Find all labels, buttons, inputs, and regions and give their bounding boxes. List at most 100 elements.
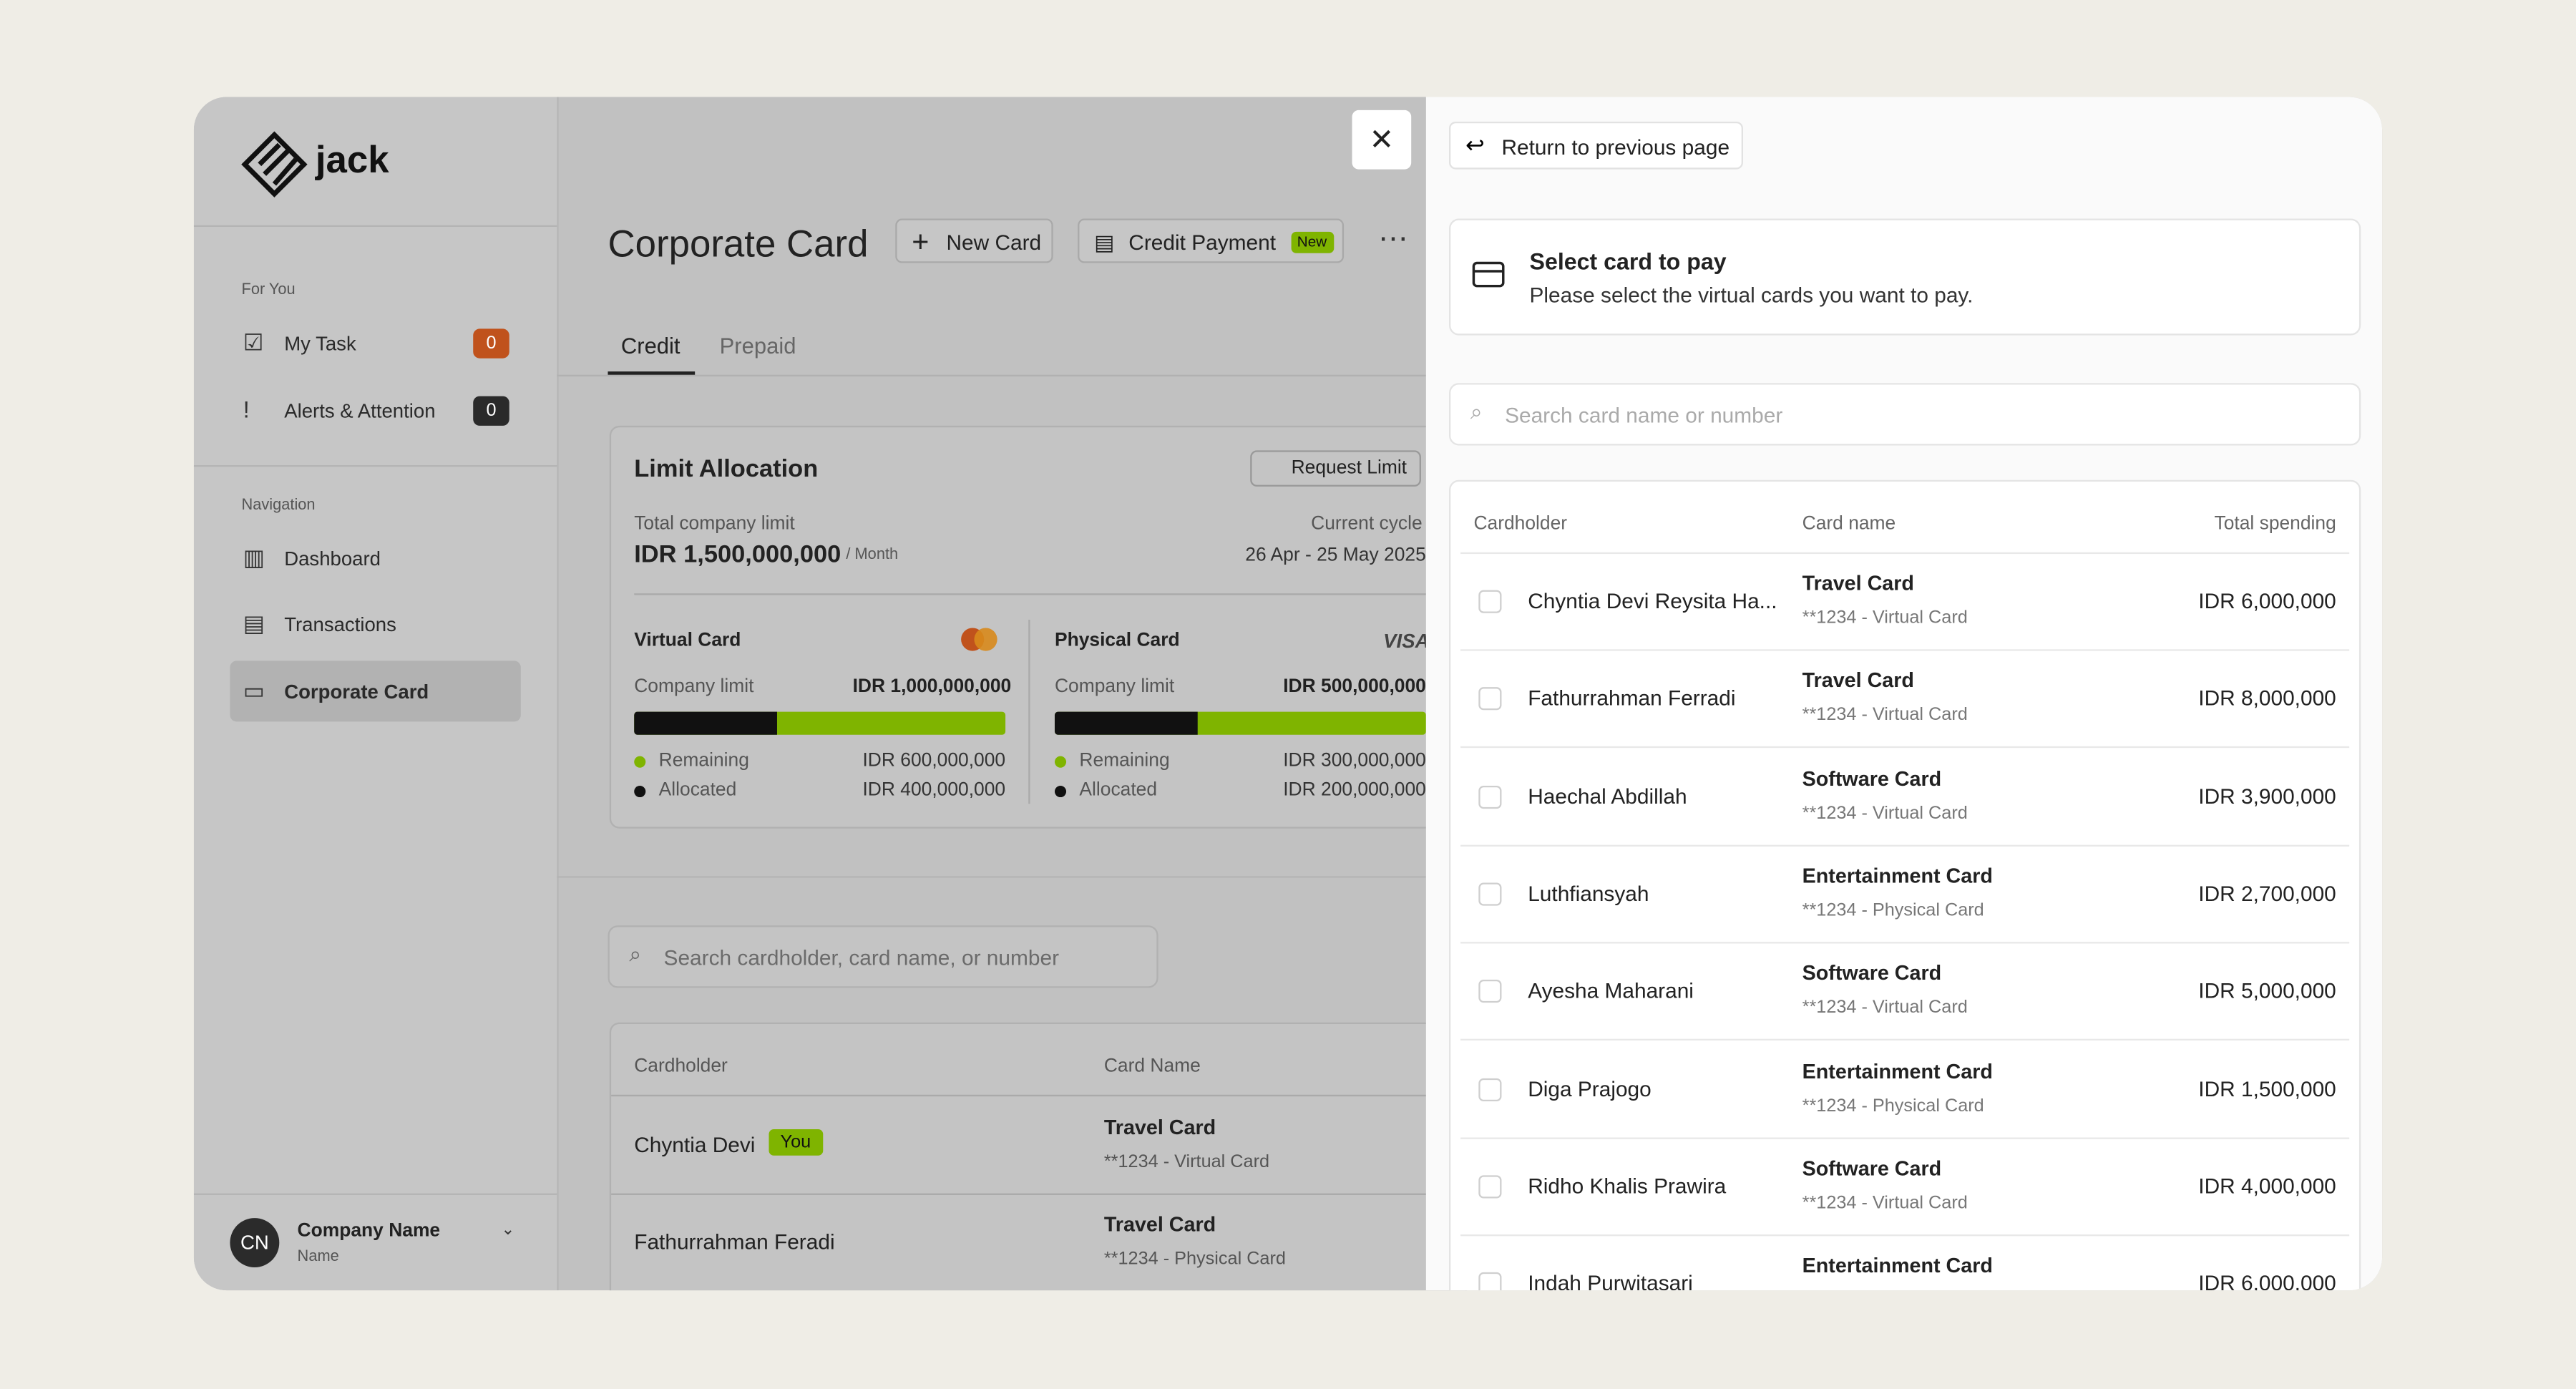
page-title: Corporate Card (608, 222, 869, 265)
badge: 0 (473, 328, 509, 359)
limit-card: Limit Allocation Request Limit Total compa… (609, 425, 1468, 829)
badge: 0 (473, 396, 509, 426)
cardholder: Haechal Abdillah (1528, 783, 1687, 809)
limit-label: Company limit (1054, 677, 1175, 697)
nav-icon: ▥ (243, 544, 265, 571)
section-title: Navigation (241, 496, 316, 515)
subheading: Please select the virtual cards you want… (1529, 283, 1974, 308)
label: New Card (946, 230, 1042, 255)
column-header: Total spending (2214, 514, 2336, 535)
divider (193, 1193, 557, 1195)
checkbox[interactable] (1478, 1272, 1502, 1291)
nav-icon: ! (243, 396, 250, 423)
checkbox[interactable] (1478, 882, 1502, 906)
cardholder: Chyntia Devi (634, 1132, 756, 1158)
divider (193, 225, 557, 227)
cardholder: Fathurrahman Feradi (634, 1229, 835, 1254)
divider (634, 593, 1465, 595)
cycle-label: Current cycle (1311, 514, 1423, 535)
allocated-label: Allocated (1079, 781, 1158, 801)
tab[interactable]: Prepaid (719, 333, 796, 359)
search-box[interactable]: ⌕ Search card name or number (1449, 383, 2361, 446)
card-number: **1234 - Virtual Card (1802, 608, 1968, 628)
checkbox[interactable] (1478, 785, 1502, 809)
avatar[interactable]: CN (230, 1218, 280, 1267)
divider (1460, 552, 2350, 555)
nav-item[interactable]: Corporate Card (284, 680, 429, 704)
total-value: IDR 1,500,000,000 (634, 540, 841, 569)
sidebar: jack CN Company Name Name ⌄ For You ☑ My T… (193, 97, 559, 1291)
card-name: Software Card (1802, 1156, 1942, 1180)
card-name: Physical Card (1054, 631, 1180, 651)
tab[interactable]: Credit (620, 333, 680, 359)
card-number: **1234 - Physical Card (1103, 1249, 1286, 1269)
card-number: **1234 - Virtual Card (1802, 803, 1968, 823)
divider (1460, 1234, 2350, 1236)
divider (1460, 1136, 2350, 1139)
divider (611, 1193, 1465, 1195)
app-window: jack CN Company Name Name ⌄ For You ☑ My T… (193, 97, 2383, 1291)
per: / Month (846, 545, 899, 564)
legend-dot (634, 756, 646, 768)
total-spending: IDR 8,000,000 (2198, 686, 2336, 711)
nav-item[interactable]: My Task (284, 331, 356, 356)
card-name: Software Card (1802, 962, 1942, 985)
limit-label: Company limit (634, 677, 754, 697)
badge: New (1290, 231, 1334, 253)
checkbox[interactable] (1478, 687, 1502, 711)
cards-table: Cardholder Card name Total spending Chyntia… (1449, 479, 2361, 1291)
section-title: For You (241, 281, 296, 300)
cardholder: Ridho Khalis Prawira (1528, 1173, 1727, 1199)
card-number: **1234 - Virtual Card (1802, 706, 1968, 726)
legend-dot (1054, 756, 1067, 768)
bar-allocated (634, 711, 777, 735)
credit-payment-button[interactable]: ▤ Credit Payment New (1078, 218, 1344, 263)
total-spending: IDR 5,000,000 (2198, 978, 2336, 1003)
allocated-value: IDR 400,000,000 (862, 781, 1006, 801)
brand: jack (315, 137, 389, 181)
checkbox[interactable] (1478, 590, 1502, 613)
company-name: Company Name (297, 1221, 441, 1242)
card-icon (1472, 261, 1505, 288)
nav-item[interactable]: Dashboard (284, 547, 381, 571)
total-label: Total company limit (634, 514, 795, 535)
checkbox[interactable] (1478, 1077, 1502, 1101)
card-name: Virtual Card (634, 631, 741, 651)
divider (611, 1094, 1465, 1097)
back-button[interactable]: ↩ Return to previous page (1449, 121, 1743, 170)
close-button[interactable]: ✕ (1352, 109, 1412, 170)
card-number: **1234 - Virtual Card (1802, 1193, 1968, 1213)
role: Name (297, 1247, 339, 1266)
bar-allocated (1054, 711, 1198, 735)
divider (1460, 844, 2350, 847)
new-card-button[interactable]: + New Card (895, 218, 1053, 263)
mastercard (974, 628, 997, 651)
card-name: Entertainment Card (1802, 1254, 1993, 1277)
side-panel: ↩ Return to previous page Select card to … (1425, 97, 2383, 1291)
nav-item[interactable]: Transactions (284, 613, 396, 636)
total-spending: IDR 3,900,000 (2198, 783, 2336, 809)
divider (1460, 649, 2350, 651)
checkbox[interactable] (1478, 1174, 1502, 1199)
checkbox[interactable] (1478, 980, 1502, 1003)
info-box: Select card to pay Please select the vir… (1449, 218, 2361, 336)
total-spending: IDR 6,000,000 (2198, 588, 2336, 613)
more[interactable]: ⋯ (1378, 222, 1408, 255)
divider (1460, 1039, 2350, 1041)
card-brand: VISA (1383, 629, 1430, 653)
chevron[interactable]: ⌄ (501, 1221, 515, 1239)
search-box[interactable]: ⌕ Search cardholder, card name, or number (608, 925, 1158, 988)
label: Return to previous page (1501, 135, 1730, 160)
nav-item[interactable]: Alerts & Attention (284, 399, 436, 423)
card-name: Entertainment Card (1802, 1059, 1993, 1083)
total-spending: IDR 4,000,000 (2198, 1173, 2336, 1199)
nav-icon: ☑ (243, 328, 264, 356)
cardholder: Diga Prajogo (1528, 1076, 1652, 1101)
divider (1460, 941, 2350, 944)
cardholder: Luthfiansyah (1528, 880, 1649, 906)
label: Credit Payment (1128, 230, 1276, 255)
card-name: Travel Card (1103, 1213, 1216, 1237)
divider (1028, 619, 1030, 804)
request-limit-button[interactable]: Request Limit (1250, 450, 1422, 487)
